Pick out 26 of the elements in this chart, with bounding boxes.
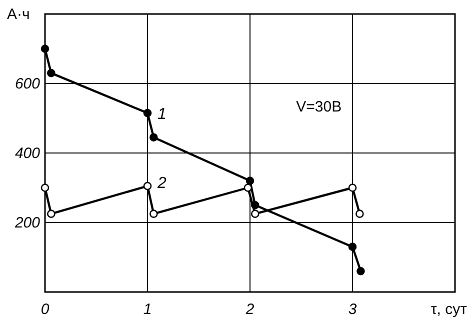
x-tick-label: 2 xyxy=(244,301,255,318)
point xyxy=(150,133,158,142)
point xyxy=(40,184,50,192)
x-axis-title: τ, сут xyxy=(430,301,468,318)
y-axis-title: A·ч xyxy=(7,6,30,23)
x-tick-label: 3 xyxy=(348,301,358,318)
y-tick-label: 400 xyxy=(14,145,41,162)
point xyxy=(143,182,152,190)
point xyxy=(40,44,50,53)
y-tick-label: 600 xyxy=(14,76,41,92)
point xyxy=(246,176,254,185)
point xyxy=(47,68,56,78)
annotation: V=30В xyxy=(296,98,342,116)
point xyxy=(250,210,260,218)
point xyxy=(47,210,56,218)
point xyxy=(348,184,357,192)
point xyxy=(150,210,158,218)
x-tick-label: 0 xyxy=(40,301,50,318)
series-label: 2 xyxy=(156,175,166,192)
series-label: 1 xyxy=(158,106,166,124)
x-tick-label: 1 xyxy=(143,301,152,318)
point xyxy=(356,210,364,218)
y-tick-label: 200 xyxy=(14,214,41,232)
point xyxy=(356,267,365,276)
point xyxy=(348,242,357,251)
point xyxy=(143,108,152,118)
